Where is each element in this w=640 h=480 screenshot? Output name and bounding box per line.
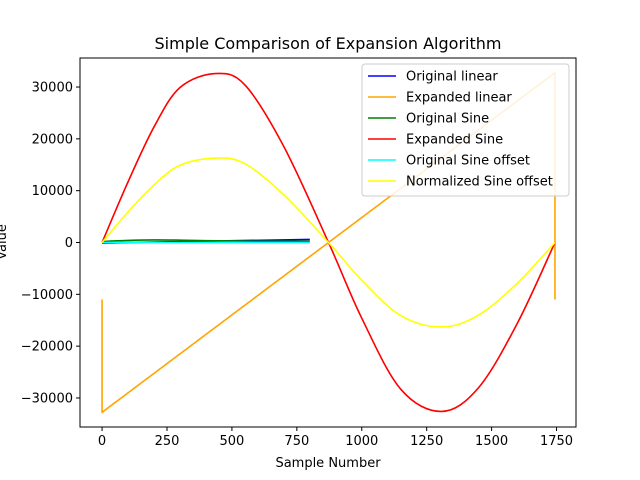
x-tick-label: 0: [98, 434, 106, 449]
y-axis-label: Value: [0, 224, 10, 260]
legend: Original linear Expanded linear Original S…: [361, 63, 570, 197]
legend-entry: Original linear: [406, 70, 498, 85]
y-tick-label: 20000: [32, 132, 73, 147]
legend-entry: Original Sine: [406, 112, 489, 127]
x-tick-label: 250: [155, 434, 180, 449]
x-tick-label: 1000: [345, 434, 378, 449]
y-tick-label: −20000: [21, 340, 73, 355]
y-tick-label: 30000: [32, 81, 73, 96]
axes-frame: [79, 57, 577, 428]
x-tick-label: 1250: [410, 434, 443, 449]
legend-entry: Normalized Sine offset: [406, 175, 553, 190]
axis-ticks: 0 250 500 750 1000 1250 1500 1750 −30000 −20000 −1…: [21, 81, 573, 449]
x-axis-label: Sample Number: [275, 456, 381, 471]
series-line-4: [101, 72, 556, 413]
series-line-3: [102, 239, 310, 243]
legend-entry: Original Sine offset: [406, 154, 530, 169]
series-line-6: [101, 157, 556, 328]
x-tick-label: 750: [284, 434, 309, 449]
x-tick-label: 1500: [475, 434, 508, 449]
chart-title: Simple Comparison of Expansion Algorithm: [155, 34, 502, 53]
y-tick-label: 10000: [32, 184, 73, 199]
legend-entry: Expanded Sine: [406, 133, 503, 148]
y-tick-label: −30000: [21, 391, 73, 406]
y-tick-label: 0: [65, 236, 73, 251]
legend-box: [361, 63, 570, 197]
x-tick-label: 1750: [540, 434, 573, 449]
x-tick-label: 500: [220, 434, 245, 449]
legend-entry: Expanded linear: [406, 91, 512, 106]
y-tick-label: −10000: [21, 288, 73, 303]
